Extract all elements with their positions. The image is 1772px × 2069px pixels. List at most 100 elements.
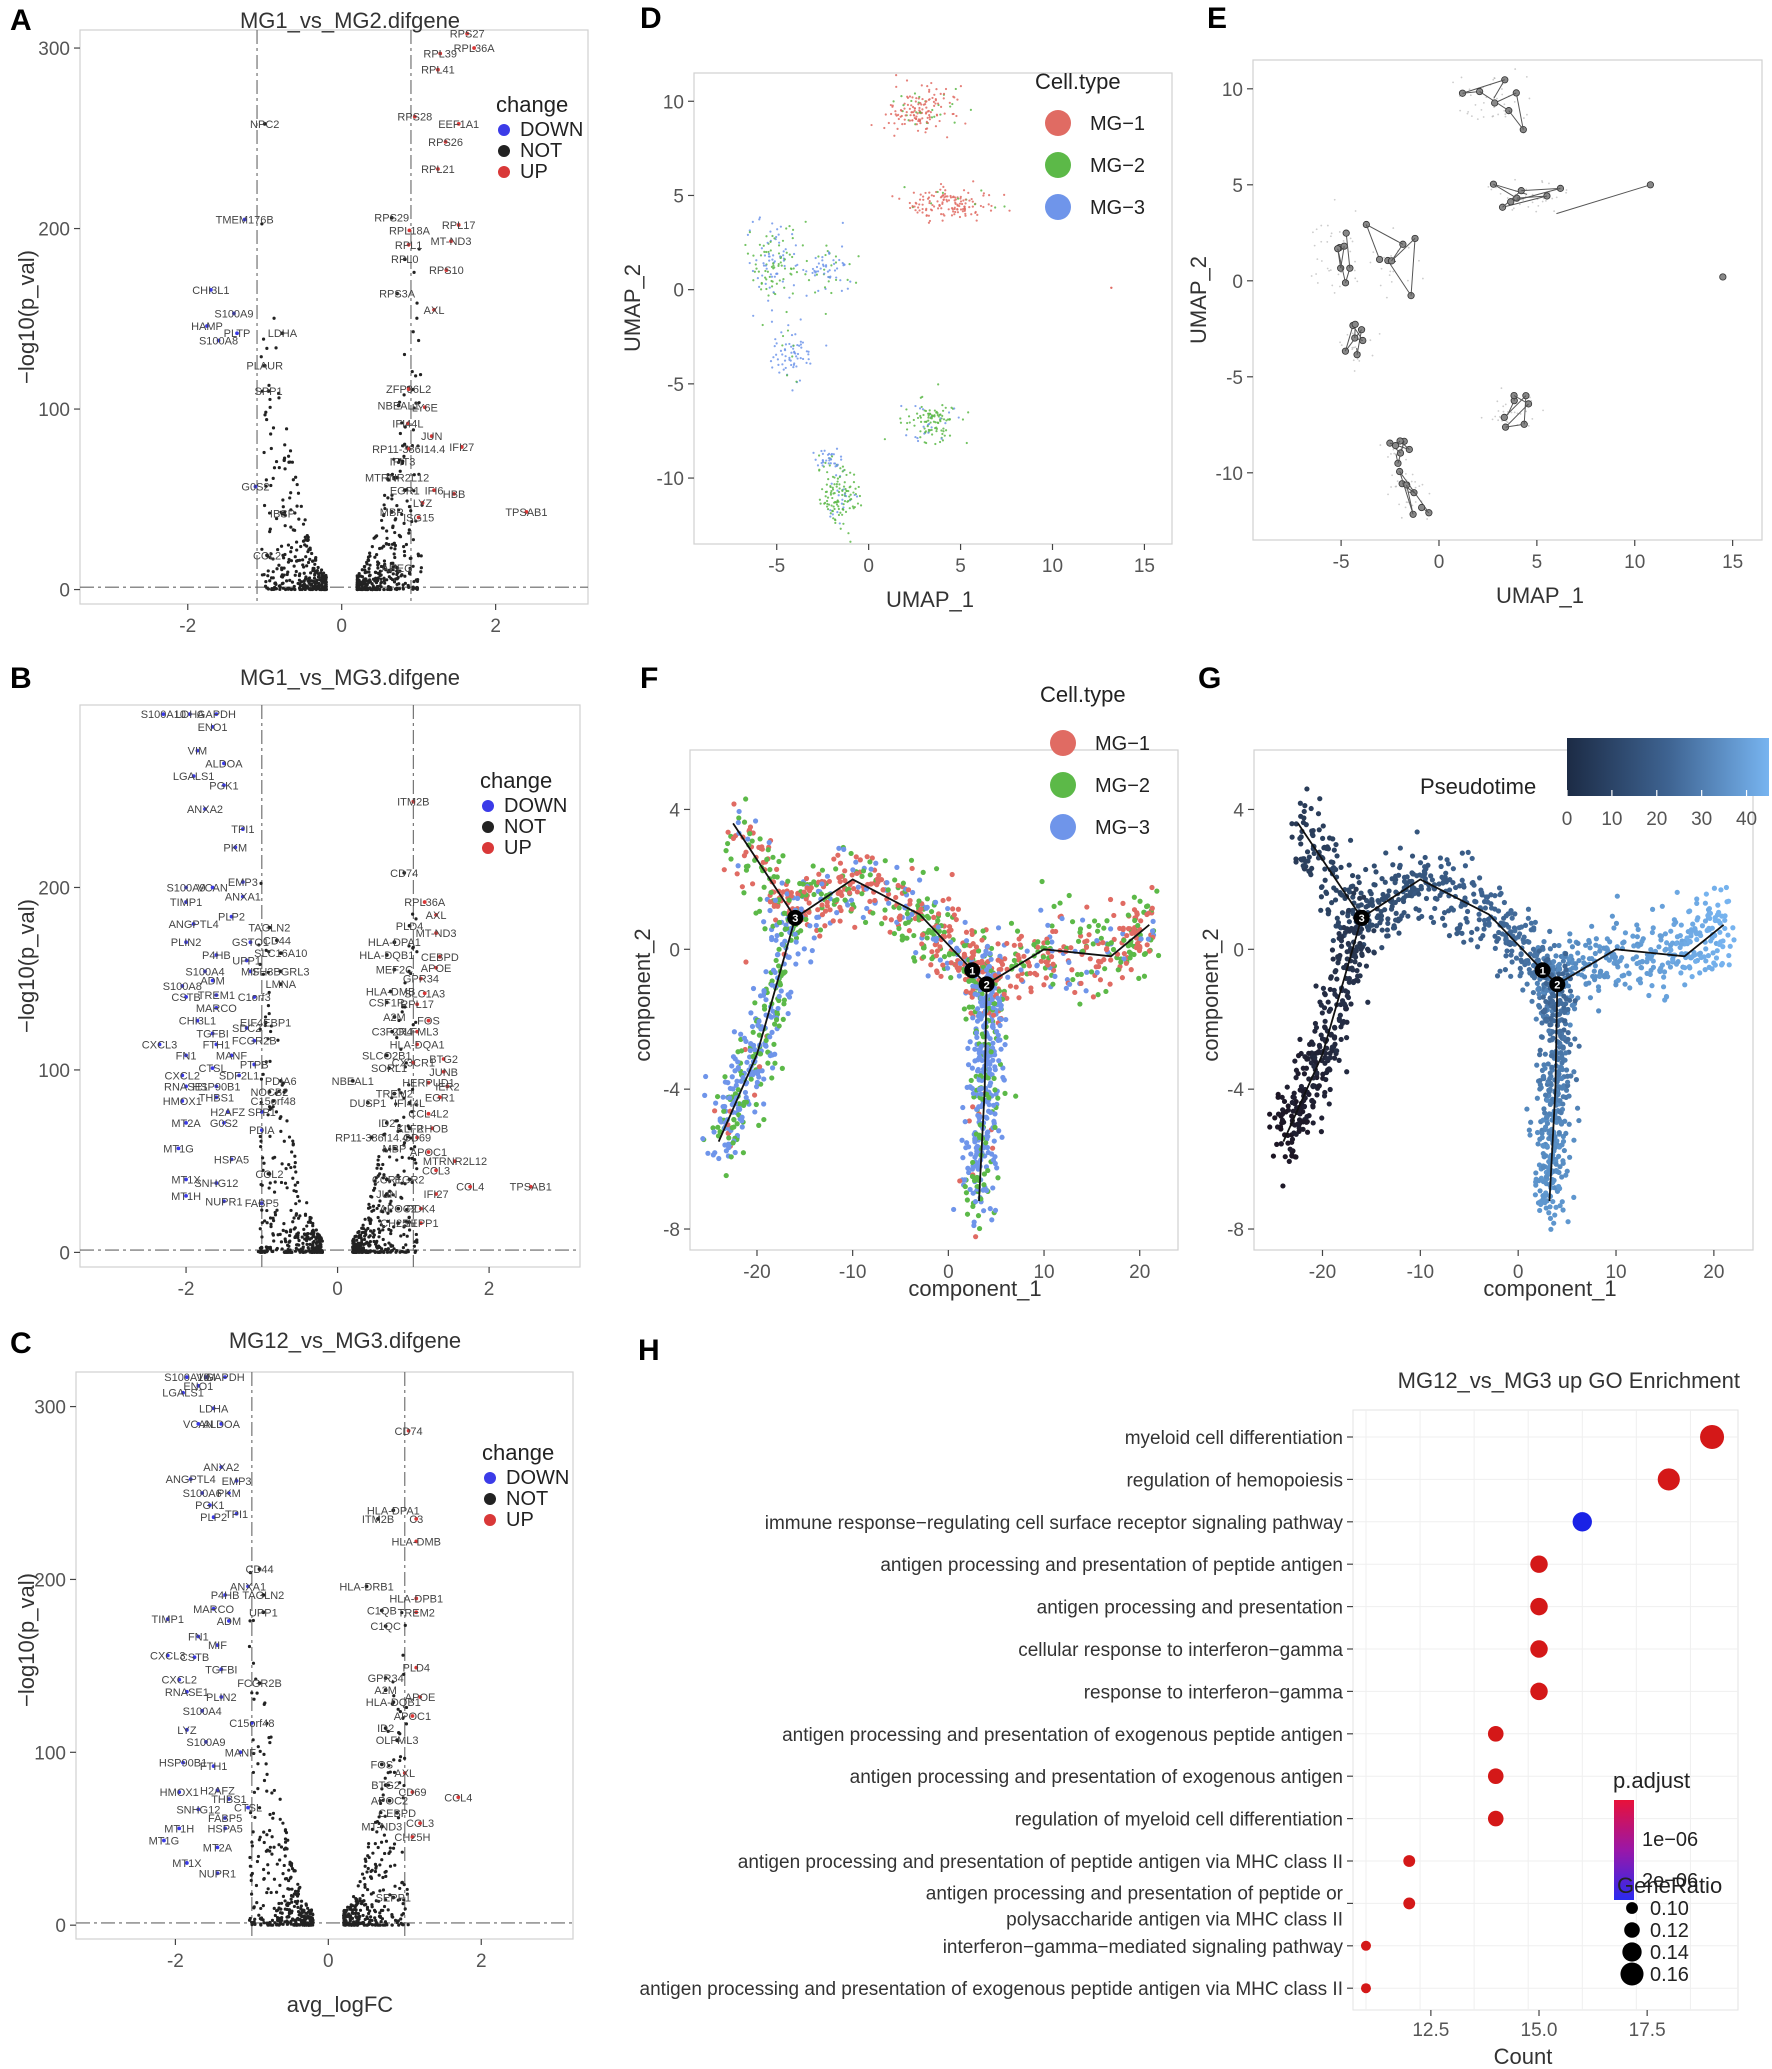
- gene-point: [267, 950, 271, 954]
- umap-cell-point: [783, 258, 786, 261]
- umap-cell-point: [934, 102, 937, 105]
- gene-point: [294, 1189, 298, 1194]
- gene-point: [293, 555, 297, 559]
- labeled-gene-point: [432, 307, 436, 312]
- pseudotime-cell-point: [891, 930, 898, 937]
- gene-point: [369, 1915, 373, 1919]
- gene-point: [266, 1863, 270, 1867]
- umap-cell-point: [941, 404, 944, 407]
- umap-cell-point: [1356, 280, 1359, 283]
- umap-cell-point: [926, 85, 929, 88]
- gene-point: [390, 497, 394, 501]
- pseudotime-cell-point: [981, 1171, 988, 1177]
- gene-point: [257, 1913, 261, 1917]
- gene-point: [273, 1210, 277, 1215]
- umap-cell-point: [903, 118, 906, 121]
- umap-cell-point: [927, 416, 930, 419]
- pseudotime-cell-point: [968, 977, 974, 983]
- umap-cell-point: [924, 409, 928, 413]
- pseudotime-cell-point: [907, 901, 913, 907]
- umap-cell-point: [838, 487, 841, 490]
- gene-point: [399, 1234, 403, 1238]
- gene-point: [258, 962, 262, 966]
- gene-point: [383, 581, 387, 585]
- gene-point: [300, 1914, 305, 1918]
- pseudotime-cell-point: [850, 886, 857, 892]
- gene-point: [413, 1145, 417, 1149]
- umap-cell-point: [980, 189, 983, 192]
- pseudotime-cell-point: [917, 877, 923, 883]
- gene-point: [408, 566, 412, 570]
- gene-point: [396, 460, 401, 465]
- gene-point: [290, 1150, 294, 1154]
- umap-cell-point: [1527, 425, 1530, 427]
- umap-cell-point: [1351, 346, 1354, 349]
- labeled-gene-point: [222, 1199, 226, 1204]
- umap-cell-point: [771, 258, 774, 261]
- gene-point: [374, 1899, 378, 1903]
- pseudotime-cell-point: [993, 1029, 1000, 1035]
- umap-cell-point: [1337, 273, 1340, 276]
- umap-cell-point: [959, 200, 963, 203]
- umap-cell-point: [770, 275, 774, 278]
- umap-cell-point: [817, 289, 820, 293]
- gene-point: [296, 1909, 301, 1914]
- umap-cell-point: [835, 474, 838, 477]
- umap-cell-point: [944, 87, 948, 91]
- labeled-gene-point: [191, 774, 196, 779]
- pseudotime-cell-point: [882, 915, 888, 921]
- umap-cell-point: [1470, 115, 1473, 118]
- labeled-gene-point: [263, 1020, 268, 1025]
- gene-point: [316, 565, 320, 570]
- umap-cell-point: [777, 363, 780, 366]
- umap-cell-point: [825, 483, 828, 486]
- pseudotime-cell-point: [962, 919, 968, 925]
- pseudotime-cell-point: [1083, 988, 1089, 994]
- pseudotime-cell-point: [819, 881, 825, 887]
- gene-point: [386, 570, 390, 574]
- gene-point: [271, 1156, 275, 1160]
- umap-cell-point: [770, 285, 774, 288]
- pseudotime-cell-point: [934, 968, 940, 974]
- gene-point: [269, 1890, 273, 1895]
- gene-point: [385, 1923, 389, 1927]
- pseudotime-cell-point: [1095, 992, 1101, 998]
- gene-point: [378, 569, 382, 573]
- pseudotime-cell-point: [952, 962, 959, 968]
- umap-cell-point: [921, 395, 924, 399]
- pseudotime-cell-point: [848, 897, 855, 903]
- pseudotime-cell-point: [1077, 926, 1084, 932]
- gene-point: [368, 1221, 372, 1226]
- umap-cell-point: [1466, 112, 1469, 115]
- umap-cell-point: [918, 198, 922, 201]
- gene-point: [274, 459, 279, 464]
- gene-point: [397, 582, 401, 586]
- pseudotime-cell-point: [987, 1109, 994, 1116]
- umap-cell-point: [941, 219, 944, 222]
- gene-point: [257, 943, 261, 947]
- gene-point: [363, 1234, 367, 1238]
- labeled-gene-point: [253, 484, 258, 489]
- umap-cell-point: [766, 241, 769, 244]
- umap-cell-point: [1372, 251, 1375, 254]
- pseudotime-cell-point: [1084, 904, 1090, 910]
- umap-cell-point: [844, 487, 847, 491]
- umap-cell-point: [1459, 109, 1462, 112]
- umap-cell-point: [837, 505, 840, 508]
- pseudotime-cell-point: [1048, 954, 1055, 960]
- umap-cell-point: [1405, 458, 1407, 461]
- gene-point: [272, 1845, 276, 1849]
- labeled-gene-point: [184, 995, 188, 999]
- gene-point: [368, 586, 372, 590]
- umap-cell-point: [903, 107, 906, 110]
- umap-cell-point: [768, 255, 771, 258]
- umap-cell-point: [927, 98, 931, 101]
- gene-point: [367, 1244, 371, 1248]
- trajectory-node: [1500, 413, 1508, 421]
- pseudotime-cell-point: [945, 905, 951, 912]
- gene-point: [367, 567, 371, 571]
- umap-cell-point: [826, 505, 829, 508]
- gene-point: [361, 1893, 365, 1898]
- gene-point: [256, 1762, 260, 1766]
- umap-cell-point: [932, 420, 936, 423]
